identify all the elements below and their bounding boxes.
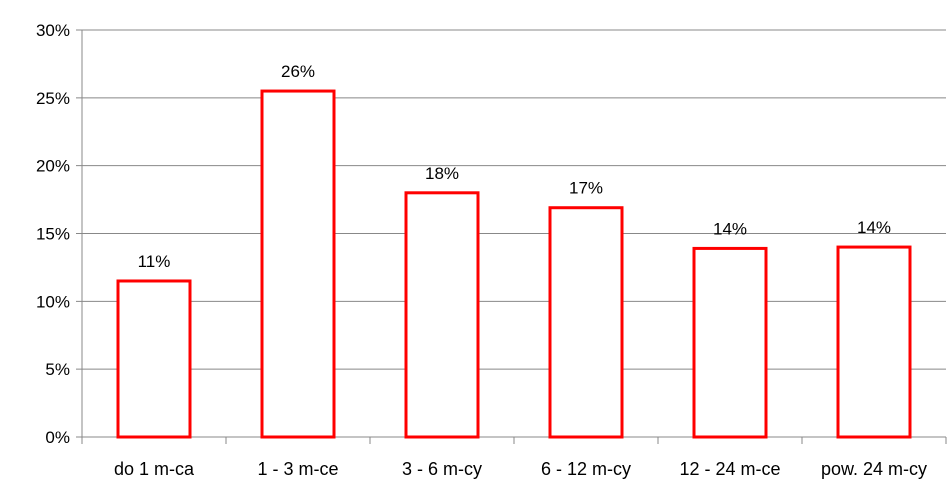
bar	[548, 206, 624, 439]
x-category-label: 12 - 24 m-ce	[679, 459, 780, 479]
y-tick-label: 15%	[36, 225, 70, 244]
data-label: 14%	[857, 218, 891, 237]
data-labels: 11% 26% 18% 17% 14% 14%	[138, 62, 891, 271]
gridlines	[76, 29, 946, 438]
bar	[116, 279, 192, 439]
data-label: 17%	[569, 179, 603, 198]
bar	[692, 246, 768, 439]
y-tick-label: 5%	[45, 360, 70, 379]
y-tick-label: 10%	[36, 292, 70, 311]
data-label: 11%	[138, 252, 171, 271]
data-label: 18%	[425, 164, 459, 183]
data-label: 14%	[713, 219, 747, 238]
bar	[260, 89, 336, 439]
x-axis-category-labels: do 1 m-ca 1 - 3 m-ce 3 - 6 m-cy 6 - 12 m-cy…	[114, 459, 927, 479]
data-label: 26%	[281, 62, 315, 81]
x-category-label: 1 - 3 m-ce	[257, 459, 338, 479]
x-category-label: 6 - 12 m-cy	[541, 459, 631, 479]
y-tick-label: 0%	[45, 428, 70, 447]
y-tick-label: 25%	[36, 89, 70, 108]
x-category-label: 3 - 6 m-cy	[402, 459, 482, 479]
y-tick-label: 20%	[36, 157, 70, 176]
x-category-label: do 1 m-ca	[114, 459, 195, 479]
bars	[116, 89, 912, 439]
bar	[404, 191, 480, 439]
bar	[836, 245, 912, 439]
y-tick-label: 30%	[36, 21, 70, 40]
y-axis-tick-labels: 0% 5% 10% 15% 20% 25% 30%	[36, 21, 70, 447]
x-axis	[81, 30, 947, 444]
x-category-label: pow. 24 m-cy	[821, 459, 927, 479]
